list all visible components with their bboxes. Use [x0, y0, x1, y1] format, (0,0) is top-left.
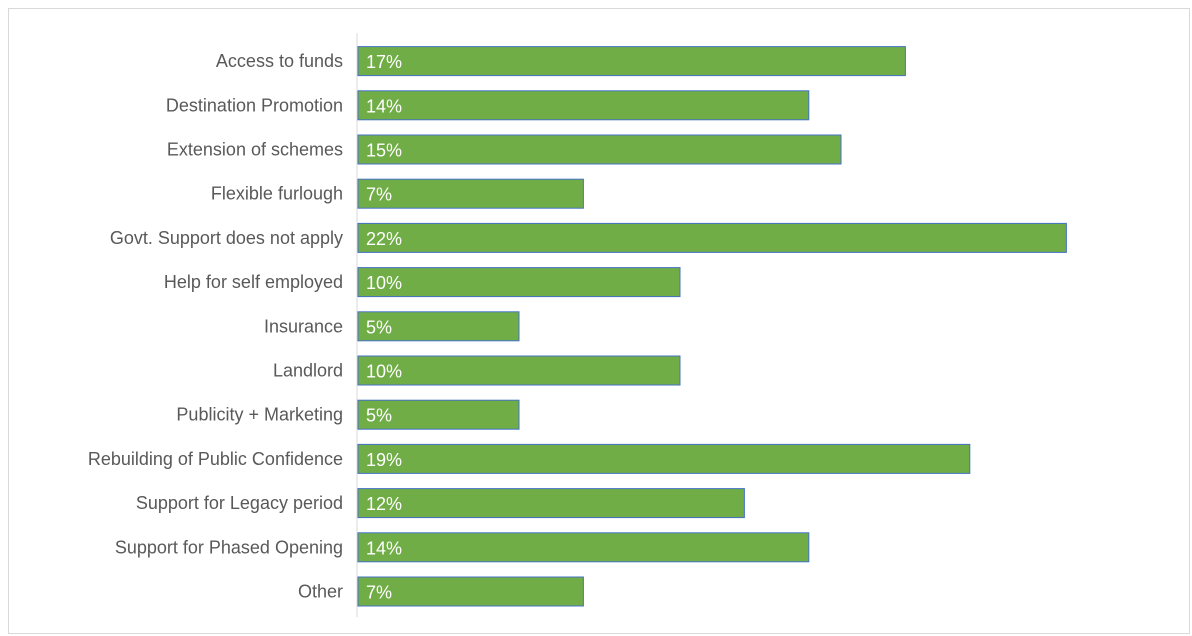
category-label: Rebuilding of Public Confidence — [88, 449, 343, 469]
data-label: 22% — [366, 229, 402, 249]
category-label: Support for Phased Opening — [115, 537, 343, 557]
bar — [357, 134, 842, 165]
data-label: 7% — [366, 185, 392, 205]
chart-frame: Access to funds Destination Promotion Exte… — [8, 8, 1190, 634]
data-label: 10% — [366, 362, 402, 382]
data-label: 12% — [366, 494, 402, 514]
category-label: Support for Legacy period — [136, 493, 343, 513]
data-labels: 17% 14% 15% 7% 22% 10% 5% 10% 5% 19% 12% 14% 7% — [366, 52, 402, 602]
category-label: Destination Promotion — [166, 95, 343, 115]
bar — [357, 311, 520, 342]
data-label: 14% — [366, 538, 402, 558]
category-label: Extension of schemes — [167, 140, 343, 160]
category-label: Insurance — [264, 316, 343, 336]
data-label: 15% — [366, 141, 402, 161]
bar — [357, 576, 584, 607]
category-labels: Access to funds Destination Promotion Exte… — [88, 51, 343, 601]
bar — [357, 46, 906, 77]
data-label: 7% — [366, 583, 392, 603]
bar — [357, 355, 681, 386]
bar-chart: Access to funds Destination Promotion Exte… — [88, 33, 1067, 617]
bar — [357, 267, 681, 298]
bar — [357, 532, 810, 563]
bar — [357, 399, 520, 430]
data-label: 17% — [366, 52, 402, 72]
category-label: Flexible furlough — [211, 184, 343, 204]
data-label: 5% — [366, 406, 392, 426]
bar — [357, 90, 810, 121]
data-label: 10% — [366, 273, 402, 293]
category-label: Help for self employed — [164, 272, 343, 292]
category-label: Govt. Support does not apply — [110, 228, 343, 248]
bar — [357, 488, 745, 519]
data-label: 5% — [366, 317, 392, 337]
data-label: 14% — [366, 96, 402, 116]
category-label: Other — [298, 582, 343, 602]
category-label: Access to funds — [216, 51, 343, 71]
bar — [357, 178, 584, 209]
bar-series — [357, 46, 1067, 607]
bar — [357, 222, 1067, 253]
bar — [357, 443, 971, 474]
data-label: 19% — [366, 450, 402, 470]
category-label: Publicity + Marketing — [176, 405, 343, 425]
category-label: Landlord — [273, 361, 343, 381]
